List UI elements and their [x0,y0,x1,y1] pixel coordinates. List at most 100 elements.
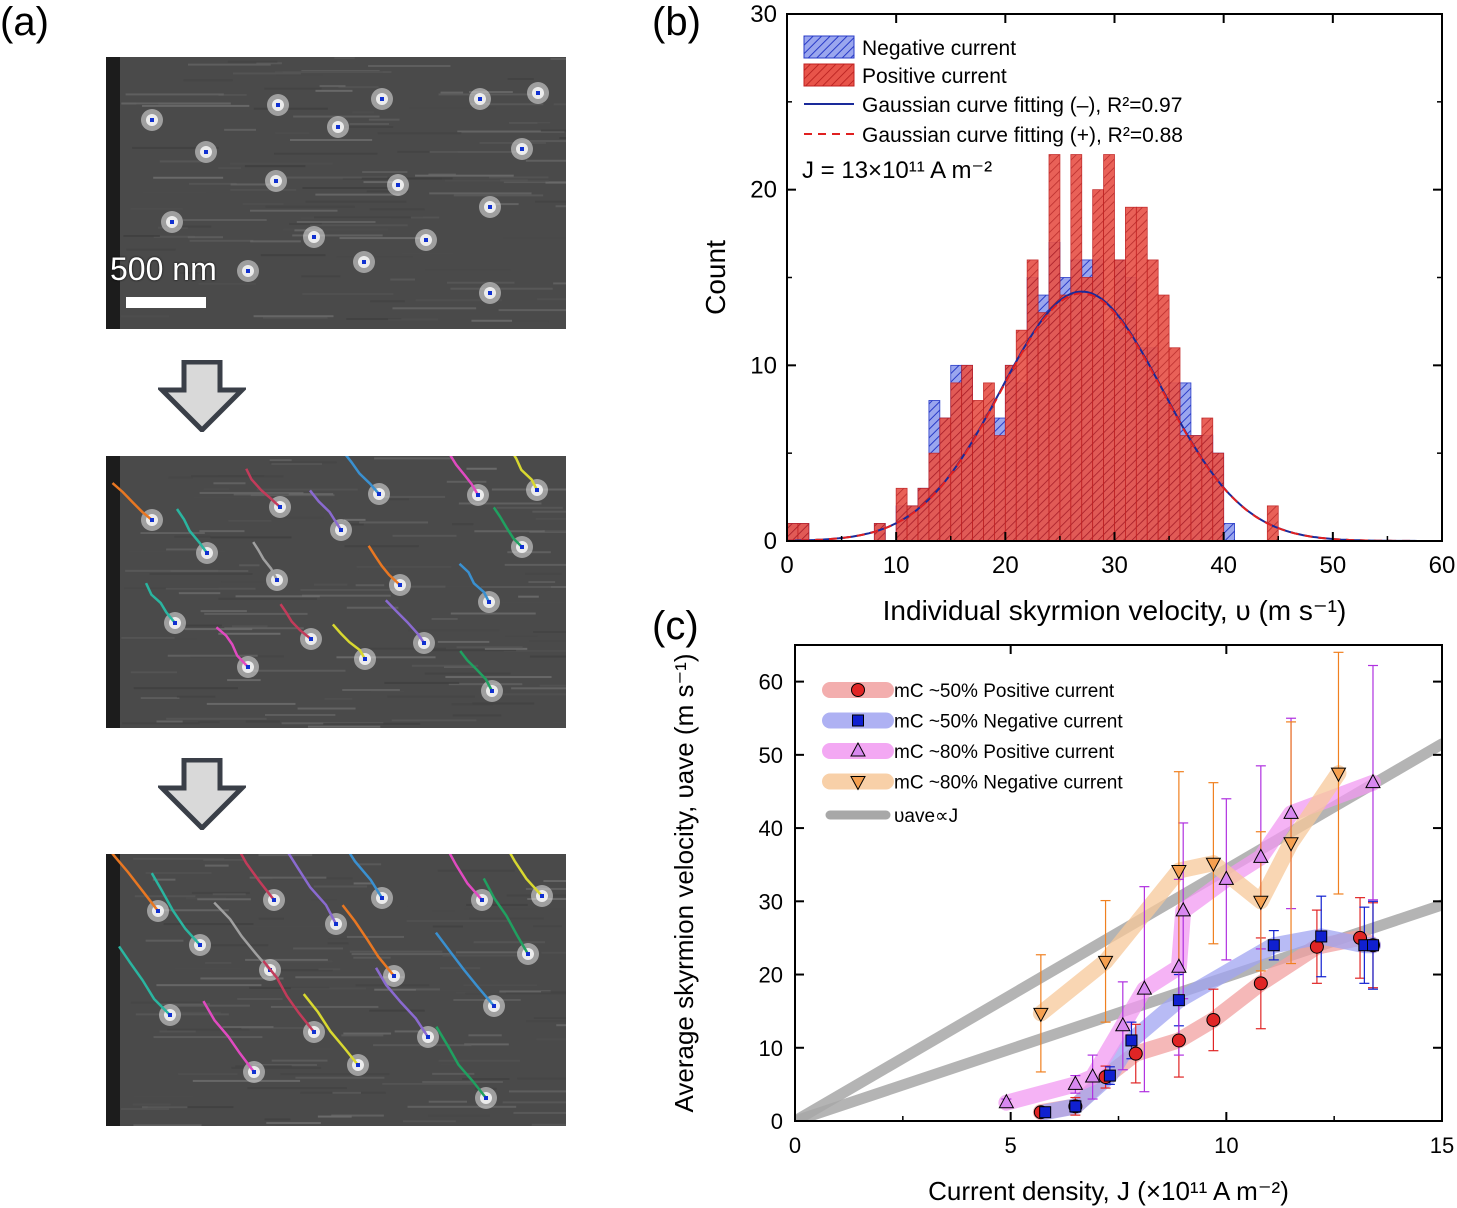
micrograph-noise [451,523,474,526]
micrograph-noise [145,871,212,874]
skyrmion-marker [278,505,282,509]
micrograph-noise [432,1072,475,1075]
micrograph-noise [228,519,272,522]
micrograph-noise [484,647,528,650]
micrograph-noise [285,176,388,179]
micrograph-noise [327,942,349,945]
micrograph-noise [222,1026,274,1029]
micrograph-noise [177,1011,221,1014]
micrograph-noise [437,869,515,872]
micrograph-noise [204,612,308,615]
micrograph-noise [559,137,566,140]
legend-label: mC ~80% Negative current [894,773,1123,794]
micrograph-noise [352,111,375,114]
micrograph-noise [191,891,250,894]
micrograph-noise [239,564,260,567]
micrograph-noise [411,664,479,667]
micrograph-noise [189,239,254,242]
histogram-bar-positive [1146,259,1159,542]
y-tick-label: 0 [771,1109,783,1134]
data-point-square [1358,939,1371,952]
micrograph-noise [517,1077,566,1080]
micrograph-noise [229,162,333,165]
micrograph-noise [218,93,247,96]
micrograph-noise [390,278,416,281]
micrograph-noise [342,688,400,691]
micrograph-noise [327,938,349,941]
micrograph-image-1 [106,57,566,329]
micrograph-noise [415,299,503,302]
x-tick-label: 20 [992,552,1019,579]
micrograph-noise [315,89,353,92]
micrograph-noise [203,488,230,491]
skyrmion-marker [336,125,340,129]
micrograph-noise [165,587,256,590]
micrograph-noise [188,182,237,185]
down-arrow-icon [158,360,246,432]
data-point-circle [1353,930,1368,945]
skyrmion-marker [252,1070,256,1074]
micrograph-noise [504,634,538,637]
histogram-bar-positive [961,364,973,542]
trajectory-line [331,623,367,660]
micrograph-noise [264,1118,291,1121]
micrograph-noise [392,307,477,310]
micrograph-noise [528,581,556,584]
micrograph-noise [338,86,379,89]
skyrmion-marker [484,1096,488,1100]
y-tick-label: 20 [759,963,783,988]
trajectory-line [513,456,539,491]
micrograph-noise [355,647,447,650]
skyrmion-marker [520,147,524,151]
micrograph-noise [503,649,566,652]
legend-swatch-positive [803,63,855,87]
micrograph-noise [471,319,513,322]
micrograph-noise [204,864,229,867]
micrograph-noise [496,506,563,509]
micrograph-noise [391,719,477,722]
skyrmion-marker [246,665,250,669]
micrograph-noise [555,205,566,208]
micrograph-noise [200,610,247,613]
micrograph-noise [450,612,536,615]
micrograph-noise [344,545,419,548]
data-point-triangle-up [1084,1068,1101,1083]
micrograph-noise [318,968,341,971]
micrograph-noise [183,219,267,222]
trajectory-line [509,854,543,897]
legend-marker [852,714,864,727]
micrograph-noise [374,457,452,460]
micrograph-noise [488,176,549,179]
micrograph-noise [204,944,269,947]
micrograph-noise [415,174,514,177]
micrograph-noise [508,1090,566,1093]
micrograph-noise [455,991,506,994]
data-point-triangle-up [1136,980,1153,995]
skyrmion-marker [204,150,208,154]
micrograph-noise [499,990,551,993]
micrograph-noise [174,535,211,538]
micrograph-noise [377,132,462,135]
micrograph-noise [528,640,566,643]
micrograph-noise [163,923,254,926]
micrograph-noise [121,636,175,639]
histogram-bar-positive [1081,277,1094,542]
histogram-bar-positive [1103,154,1115,542]
scalebar [126,297,206,308]
x-axis-label: Individual skyrmion velocity, υ (m s⁻¹) [883,595,1347,626]
micrograph-noise [218,167,242,170]
micrograph-noise [142,104,250,107]
micrograph-noise [312,1047,334,1050]
micrograph-noise [264,87,322,90]
micrograph-noise [253,107,328,110]
micrograph-noise [289,222,322,225]
micrograph-noise [187,63,271,66]
micrograph-noise [464,907,566,910]
micrograph-noise [428,173,456,176]
trajectory-line [245,468,281,508]
micrograph-noise [249,876,327,879]
micrograph-noise [176,695,216,698]
micrograph-noise [125,569,219,572]
micrograph-noise [244,165,306,168]
skyrmion-marker [520,545,524,549]
